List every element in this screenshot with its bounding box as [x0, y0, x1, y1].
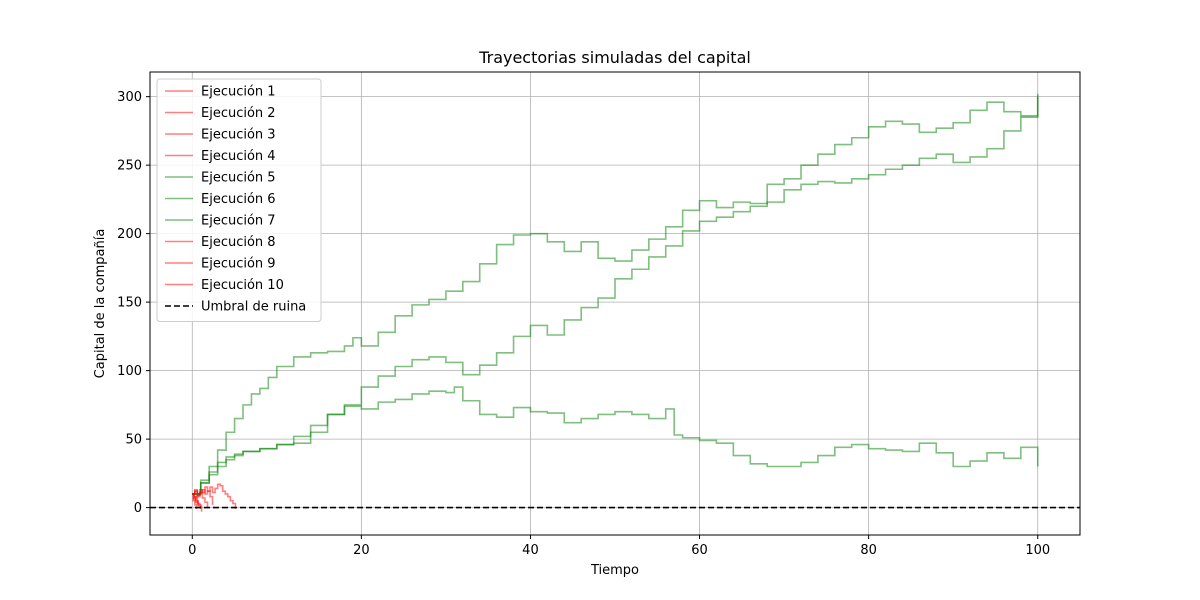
- series-layer: [192, 93, 1039, 512]
- legend-label: Ejecución 5: [201, 171, 276, 186]
- legend-label: Ejecución 1: [201, 85, 276, 100]
- legend-label: Ejecución 6: [201, 192, 276, 207]
- plot-area-frame: [149, 71, 1081, 536]
- y-tick-label: 100: [117, 364, 142, 379]
- legend: Ejecución 1 Ejecución 2 Ejecución 3 Ejecuci…: [156, 78, 322, 322]
- series-line-ejecucion-8: [192, 493, 202, 509]
- y-tick-label: 150: [117, 296, 142, 311]
- x-tick-label: 20: [353, 543, 370, 558]
- legend-label: Umbral de ruina: [201, 300, 306, 315]
- legend-label: Ejecución 8: [201, 235, 276, 250]
- legend-label: Ejecución 3: [201, 128, 276, 143]
- y-tick-label: 200: [117, 227, 142, 242]
- x-tick-label: 100: [1025, 543, 1050, 558]
- x-tick-label: 60: [691, 543, 708, 558]
- x-tick-label: 40: [522, 543, 539, 558]
- legend-label: Ejecución 2: [201, 106, 276, 121]
- series-line-ejecucion-7: [192, 386, 1039, 495]
- y-tick-label: 250: [117, 159, 142, 174]
- series-line-ejecucion-10: [192, 486, 214, 505]
- axis-ticks: 0 20 40 60 80 100 0 50 100 150 200 250 300: [117, 90, 1050, 558]
- legend-label: Ejecución 7: [201, 214, 276, 229]
- y-tick-label: 300: [117, 90, 142, 105]
- legend-label: Ejecución 10: [201, 278, 284, 293]
- series-line-ejecucion-5: [192, 93, 1039, 495]
- x-tick-label: 80: [860, 543, 877, 558]
- legend-label: Ejecución 9: [201, 257, 276, 272]
- legend-box: [156, 78, 322, 322]
- chart-title: Trayectorias simuladas del capital: [478, 48, 751, 67]
- y-axis-label: Capital de la compañía: [93, 229, 108, 379]
- y-tick-label: 0: [134, 501, 142, 516]
- legend-label: Ejecución 4: [201, 149, 276, 164]
- y-tick-label: 50: [125, 433, 142, 448]
- x-tick-label: 0: [188, 543, 196, 558]
- x-axis-label: Tiempo: [590, 563, 639, 578]
